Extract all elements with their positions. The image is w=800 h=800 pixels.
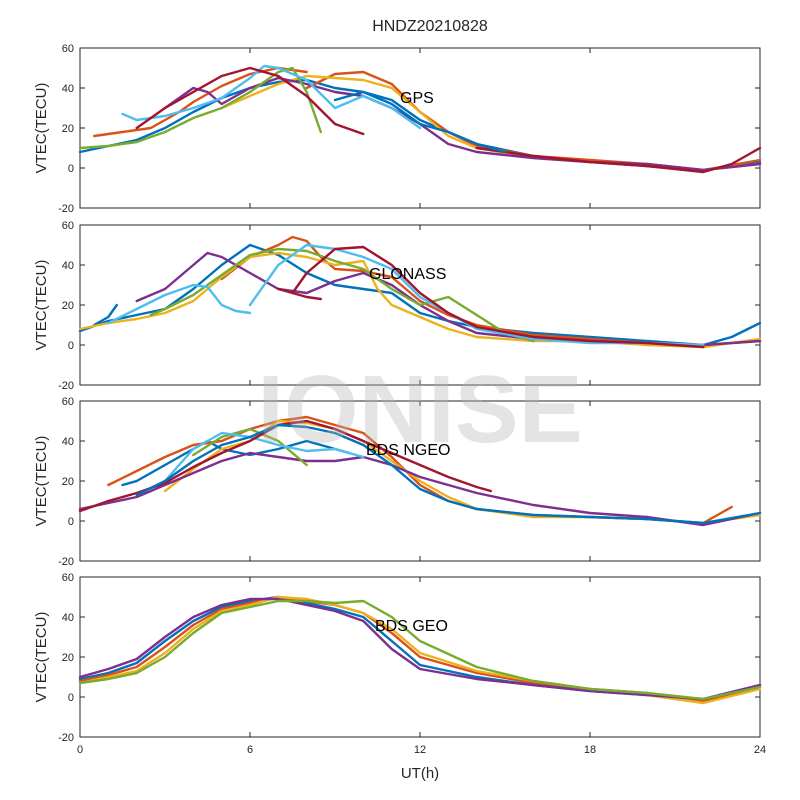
y-tick-label: 20 <box>62 300 74 312</box>
series-line-5 <box>163 431 365 483</box>
x-tick-label: 24 <box>754 744 766 756</box>
x-tick-label: 0 <box>77 744 83 756</box>
series-line-3 <box>78 451 762 527</box>
y-axis-label: VTEC(TECU) <box>33 612 50 703</box>
y-axis-label: VTEC(TECU) <box>33 83 50 174</box>
series-group <box>78 595 762 705</box>
y-tick-label: 0 <box>68 516 74 528</box>
y-tick-label: 60 <box>62 396 74 408</box>
series-line-7 <box>135 423 762 525</box>
y-tick-label: 40 <box>62 83 74 95</box>
y-tick-label: 60 <box>62 572 74 584</box>
panel-1: -20 0 20 40 60 VTEC(TECU) GLONASS <box>33 220 762 392</box>
series-line-3 <box>78 597 762 701</box>
y-tick-label: 20 <box>62 476 74 488</box>
series-line-1 <box>92 303 119 327</box>
x-axis-label: UT(h) <box>401 765 439 782</box>
y-tick-label: -20 <box>58 732 74 744</box>
panel-label: BDS GEO <box>375 618 448 635</box>
series-line-4 <box>192 427 308 467</box>
series-group <box>78 64 762 174</box>
series-group <box>78 415 762 527</box>
series-line-2 <box>220 235 762 347</box>
panel-2: -20 0 20 40 60 VTEC(TECU) BDS NGEO <box>33 396 762 568</box>
y-axis-label: VTEC(TECU) <box>33 436 50 527</box>
x-tick-label: 6 <box>247 744 253 756</box>
watermark: IONISE <box>257 356 582 463</box>
series-line-6 <box>107 283 252 325</box>
y-tick-label: -20 <box>58 380 74 392</box>
x-tick-label: 12 <box>414 744 426 756</box>
y-tick-label: 20 <box>62 652 74 664</box>
series-line-8 <box>475 146 762 174</box>
series-line-6 <box>121 64 422 130</box>
y-tick-label: 40 <box>62 612 74 624</box>
series-line-7 <box>135 66 365 136</box>
panel-label: GLONASS <box>369 266 446 283</box>
series-line-5 <box>149 247 535 343</box>
y-tick-label: 60 <box>62 43 74 55</box>
series-line-2 <box>92 66 308 138</box>
series-group <box>78 235 762 349</box>
y-tick-label: -20 <box>58 203 74 215</box>
series-line-0 <box>78 243 762 347</box>
y-tick-label: 40 <box>62 436 74 448</box>
figure-title: HNDZ20210828 <box>372 18 488 35</box>
y-tick-label: 40 <box>62 260 74 272</box>
y-tick-label: 0 <box>68 692 74 704</box>
y-tick-label: 20 <box>62 123 74 135</box>
panel-label: GPS <box>400 90 434 107</box>
x-tick-label: 18 <box>584 744 596 756</box>
series-line-9 <box>277 287 322 301</box>
series-line-4 <box>78 599 762 701</box>
y-tick-label: -20 <box>58 556 74 568</box>
y-tick-label: 0 <box>68 163 74 175</box>
y-axis-label: VTEC(TECU) <box>33 260 50 351</box>
y-tick-label: 60 <box>62 220 74 232</box>
panel-label: BDS NGEO <box>366 442 450 459</box>
series-line-9 <box>333 90 507 154</box>
panel-0: -20 0 20 40 60 VTEC(TECU) GPS <box>33 43 762 215</box>
series-line-7 <box>248 243 705 347</box>
series-line-8 <box>291 245 705 349</box>
y-tick-label: 0 <box>68 340 74 352</box>
